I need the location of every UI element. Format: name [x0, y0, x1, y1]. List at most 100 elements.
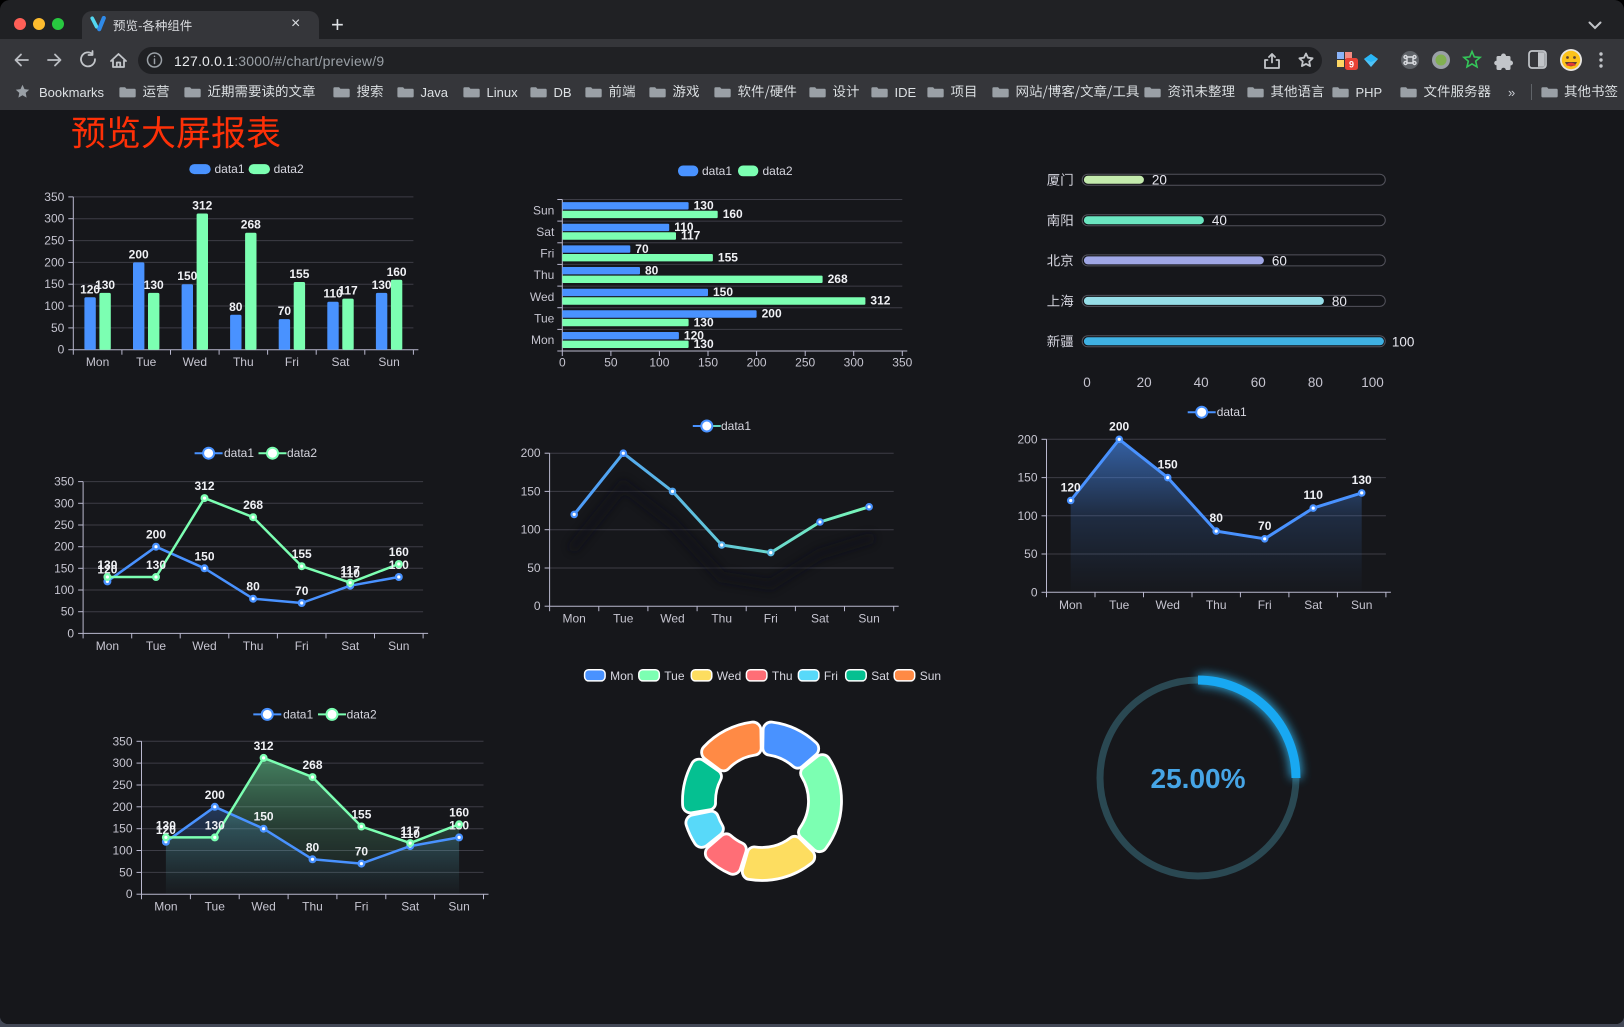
svg-text:130: 130 [205, 818, 225, 832]
svg-text:200: 200 [1017, 432, 1037, 446]
svg-text:Tue: Tue [205, 900, 226, 914]
svg-text:80: 80 [645, 263, 659, 277]
svg-text:300: 300 [44, 212, 64, 226]
svg-text:Sat: Sat [401, 900, 420, 914]
svg-text:130: 130 [694, 337, 714, 351]
svg-text:Sat: Sat [331, 355, 350, 369]
svg-text:130: 130 [156, 818, 176, 832]
svg-text:Sat: Sat [871, 669, 890, 683]
svg-text:data2: data2 [287, 446, 317, 460]
svg-text:70: 70 [355, 845, 369, 859]
svg-text:70: 70 [1258, 519, 1272, 533]
svg-text:70: 70 [635, 242, 649, 256]
svg-text:Tue: Tue [534, 312, 555, 326]
svg-text:data2: data2 [274, 162, 304, 176]
svg-text:120: 120 [1061, 481, 1081, 495]
svg-text:40: 40 [1194, 375, 1209, 390]
svg-text:117: 117 [681, 229, 701, 243]
svg-text:Fri: Fri [285, 355, 299, 369]
svg-text:250: 250 [44, 234, 64, 248]
svg-text:Thu: Thu [534, 268, 555, 282]
svg-text:Wed: Wed [717, 669, 741, 683]
svg-text:155: 155 [351, 808, 371, 822]
svg-text:117: 117 [341, 564, 361, 578]
svg-text:160: 160 [389, 545, 409, 559]
svg-text:150: 150 [44, 277, 64, 291]
svg-text:350: 350 [54, 475, 74, 489]
svg-text:150: 150 [254, 810, 274, 824]
svg-text:268: 268 [302, 758, 322, 772]
svg-text:117: 117 [338, 284, 358, 298]
svg-text:155: 155 [292, 547, 312, 561]
svg-text:110: 110 [341, 567, 361, 581]
svg-text:data1: data1 [721, 419, 751, 433]
svg-text:300: 300 [844, 356, 864, 370]
svg-text:Thu: Thu [302, 900, 323, 914]
svg-text:Mon: Mon [563, 612, 586, 626]
svg-text:100: 100 [112, 844, 132, 858]
svg-text:200: 200 [1109, 419, 1129, 433]
svg-text:130: 130 [1352, 473, 1372, 487]
svg-text:150: 150 [112, 822, 132, 836]
svg-text:268: 268 [241, 218, 261, 232]
svg-text:160: 160 [723, 207, 743, 221]
svg-text:80: 80 [306, 840, 320, 854]
svg-text:120: 120 [684, 328, 704, 342]
svg-text:50: 50 [604, 356, 618, 370]
svg-text:Wed: Wed [530, 290, 554, 304]
svg-text:160: 160 [449, 805, 469, 819]
svg-text:60: 60 [1251, 375, 1266, 390]
svg-text:80: 80 [229, 300, 243, 314]
svg-text:0: 0 [1031, 585, 1038, 599]
svg-text:Fri: Fri [1258, 598, 1272, 612]
svg-text:Sat: Sat [341, 639, 360, 653]
svg-text:120: 120 [97, 562, 117, 576]
svg-text:Mon: Mon [86, 355, 109, 369]
svg-text:300: 300 [112, 756, 132, 770]
svg-text:150: 150 [698, 356, 718, 370]
svg-text:50: 50 [51, 321, 65, 335]
svg-text:Sat: Sat [1304, 598, 1323, 612]
svg-text:200: 200 [112, 800, 132, 814]
svg-text:0: 0 [534, 599, 541, 613]
svg-text:20: 20 [1152, 173, 1167, 188]
svg-text:200: 200 [129, 247, 149, 261]
svg-text:300: 300 [54, 496, 74, 510]
svg-text:data1: data1 [224, 446, 254, 460]
svg-text:100: 100 [1392, 334, 1415, 349]
svg-text:20: 20 [1137, 375, 1152, 390]
svg-text:350: 350 [892, 356, 912, 370]
svg-text:200: 200 [54, 540, 74, 554]
svg-text:80: 80 [1210, 511, 1224, 525]
svg-text:Wed: Wed [1155, 598, 1179, 612]
svg-text:160: 160 [387, 265, 407, 279]
svg-text:0: 0 [58, 343, 65, 357]
svg-text:Sat: Sat [536, 225, 555, 239]
svg-text:Sun: Sun [378, 355, 399, 369]
svg-text:100: 100 [1017, 509, 1037, 523]
svg-text:312: 312 [254, 739, 274, 753]
svg-text:Tue: Tue [1109, 598, 1130, 612]
svg-text:200: 200 [521, 446, 541, 460]
svg-text:Thu: Thu [1206, 598, 1227, 612]
svg-text:Mon: Mon [610, 669, 633, 683]
svg-text:120: 120 [80, 282, 100, 296]
svg-text:Mon: Mon [154, 900, 177, 914]
svg-text:312: 312 [192, 199, 212, 213]
svg-text:200: 200 [747, 356, 767, 370]
svg-text:Fri: Fri [764, 612, 778, 626]
svg-text:Wed: Wed [183, 355, 207, 369]
svg-text:Fri: Fri [295, 639, 309, 653]
svg-text:130: 130 [694, 315, 714, 329]
svg-text:155: 155 [289, 267, 309, 281]
svg-text:200: 200 [146, 528, 166, 542]
svg-text:Tue: Tue [136, 355, 157, 369]
svg-text:150: 150 [177, 269, 197, 283]
svg-text:110: 110 [674, 220, 694, 234]
svg-text:Wed: Wed [660, 612, 684, 626]
svg-text:200: 200 [44, 255, 64, 269]
svg-text:Thu: Thu [243, 639, 264, 653]
svg-text:50: 50 [527, 561, 541, 575]
svg-text:Tue: Tue [664, 669, 685, 683]
svg-text:150: 150 [1158, 458, 1178, 472]
